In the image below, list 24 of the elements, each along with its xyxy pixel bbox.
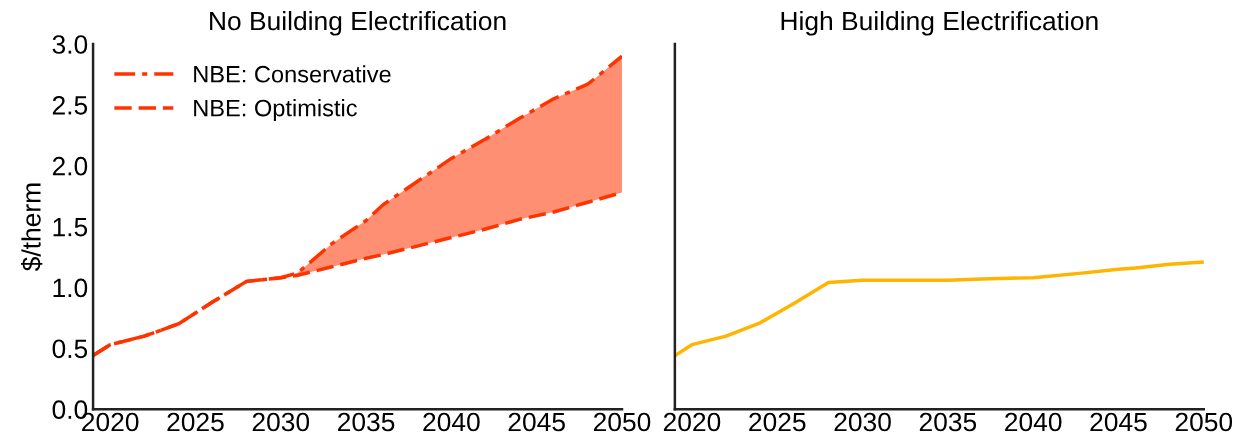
legend-label: NBE: Optimistic [194, 99, 357, 122]
x-tick-label: 2025 [167, 412, 224, 432]
x-tick-label: 2045 [1090, 412, 1147, 432]
chart-title: No Building Electrification [210, 10, 506, 36]
x-tick-label: 2035 [919, 412, 977, 432]
y-tick-label: 0.5 [52, 339, 88, 359]
x-tick-label: 2025 [749, 412, 806, 432]
x-tick-label: 2040 [1005, 412, 1062, 432]
x-tick-label: 2045 [508, 412, 565, 432]
x-tick-label: 2030 [252, 412, 310, 432]
y-tick-label: 1.5 [53, 218, 88, 237]
y-tick-label: 3.0 [52, 35, 88, 54]
x-tick-label: 2040 [423, 412, 480, 432]
y-tick-label: 2.0 [52, 156, 88, 176]
x-tick-label: 2050 [1175, 412, 1233, 432]
x-tick-label: 2020 [663, 412, 721, 432]
x-tick-label: 2050 [593, 412, 651, 432]
chart-title: High Building Electrification [781, 10, 1098, 36]
x-tick-label: 2030 [834, 412, 891, 432]
legend-label: NBE: Conservative [194, 65, 391, 83]
y-tick-label: 1.0 [53, 278, 88, 298]
y-axis-title: $/therm [20, 183, 43, 272]
y-tick-label: 2.5 [52, 96, 88, 115]
x-tick-label: 2035 [338, 412, 395, 432]
